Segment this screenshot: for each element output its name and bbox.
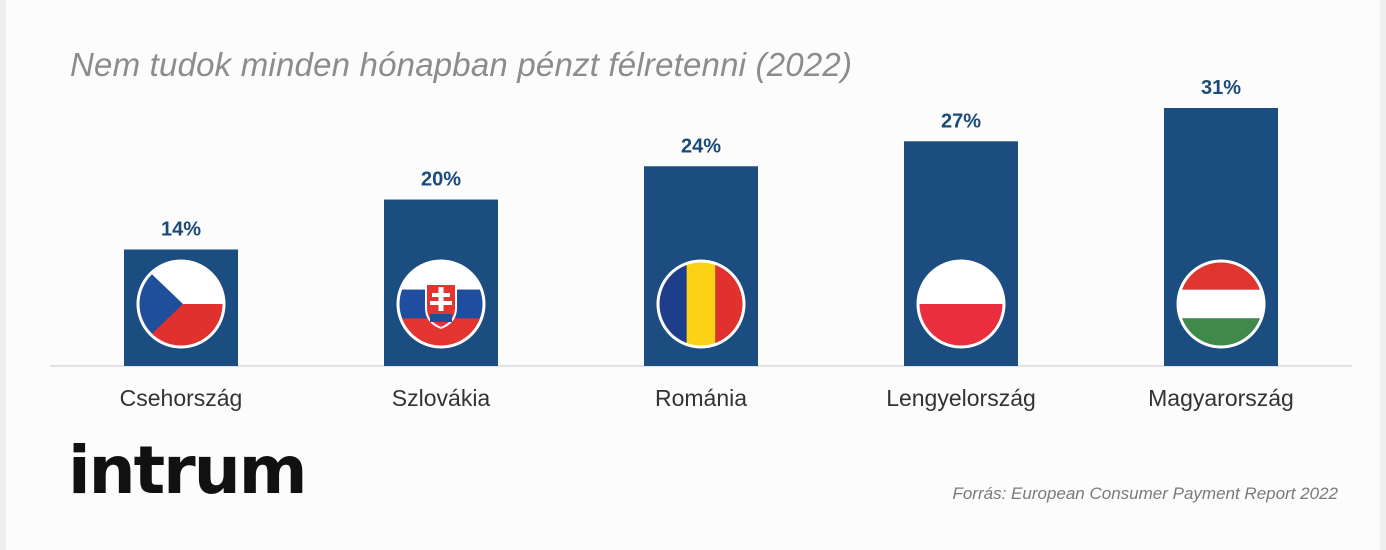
- flag-border-1: [136, 259, 226, 349]
- value-label-5: 31%: [1201, 77, 1241, 99]
- source-note: Forrás: European Consumer Payment Report…: [952, 484, 1338, 503]
- chart-title: Nem tudok minden hónapban pénzt félreten…: [70, 46, 853, 83]
- category-label-4: Lengyelország: [886, 385, 1036, 411]
- category-label-2: Szlovákia: [392, 385, 491, 411]
- value-label-1: 14%: [161, 218, 201, 240]
- flag-border-4: [916, 259, 1006, 349]
- window-edge-left: [0, 0, 6, 550]
- value-label-3: 24%: [681, 135, 721, 157]
- hungarian-flag-icon: [1178, 261, 1264, 347]
- value-label-2: 20%: [421, 169, 461, 191]
- category-label-1: Csehország: [120, 385, 243, 411]
- flag-border-2: [396, 259, 486, 349]
- flag-border-5: [1176, 259, 1266, 349]
- flag-border-3: [656, 259, 746, 349]
- category-label-5: Magyarország: [1148, 385, 1294, 411]
- category-label-3: Románia: [655, 385, 747, 411]
- intrum-logo: intrum: [68, 432, 307, 509]
- value-label-4: 27%: [941, 110, 981, 132]
- window-edge-right: [1380, 0, 1386, 550]
